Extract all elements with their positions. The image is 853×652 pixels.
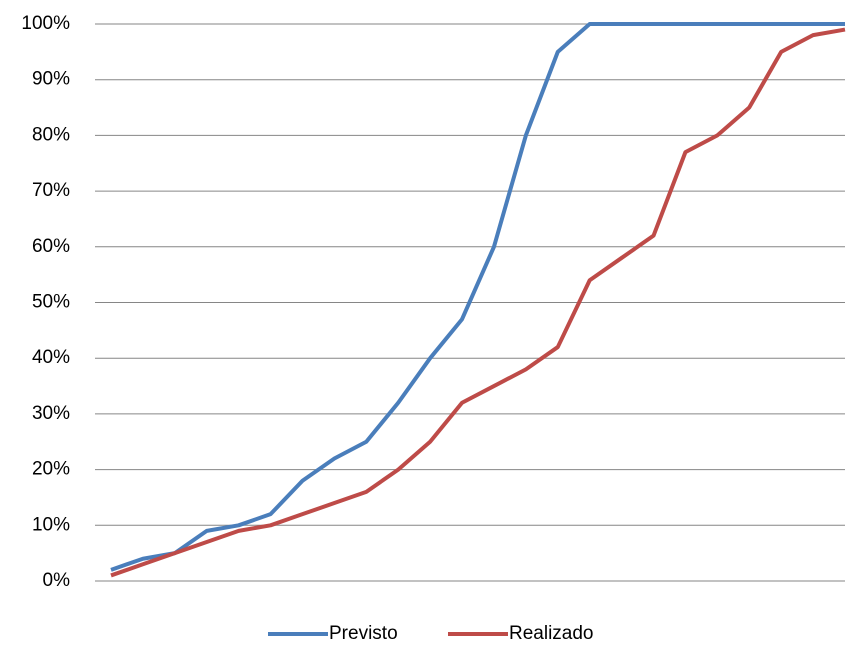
y-tick-label: 70% (32, 180, 70, 201)
y-tick-label: 30% (32, 403, 70, 424)
y-tick-label: 50% (32, 292, 70, 313)
y-tick-label: 40% (32, 347, 70, 368)
y-tick-label: 100% (21, 13, 70, 34)
y-tick-label: 0% (43, 570, 71, 591)
y-tick-label: 90% (32, 69, 70, 90)
legend-label: Realizado (509, 623, 594, 644)
y-tick-label: 20% (32, 459, 70, 480)
y-tick-label: 80% (32, 124, 70, 145)
y-tick-label: 10% (32, 514, 70, 535)
legend: Previsto Realizado (268, 623, 594, 644)
series-line (110, 22, 845, 572)
y-tick-label: 60% (32, 236, 70, 257)
series-line (110, 27, 846, 578)
legend-label: Previsto (329, 623, 398, 644)
